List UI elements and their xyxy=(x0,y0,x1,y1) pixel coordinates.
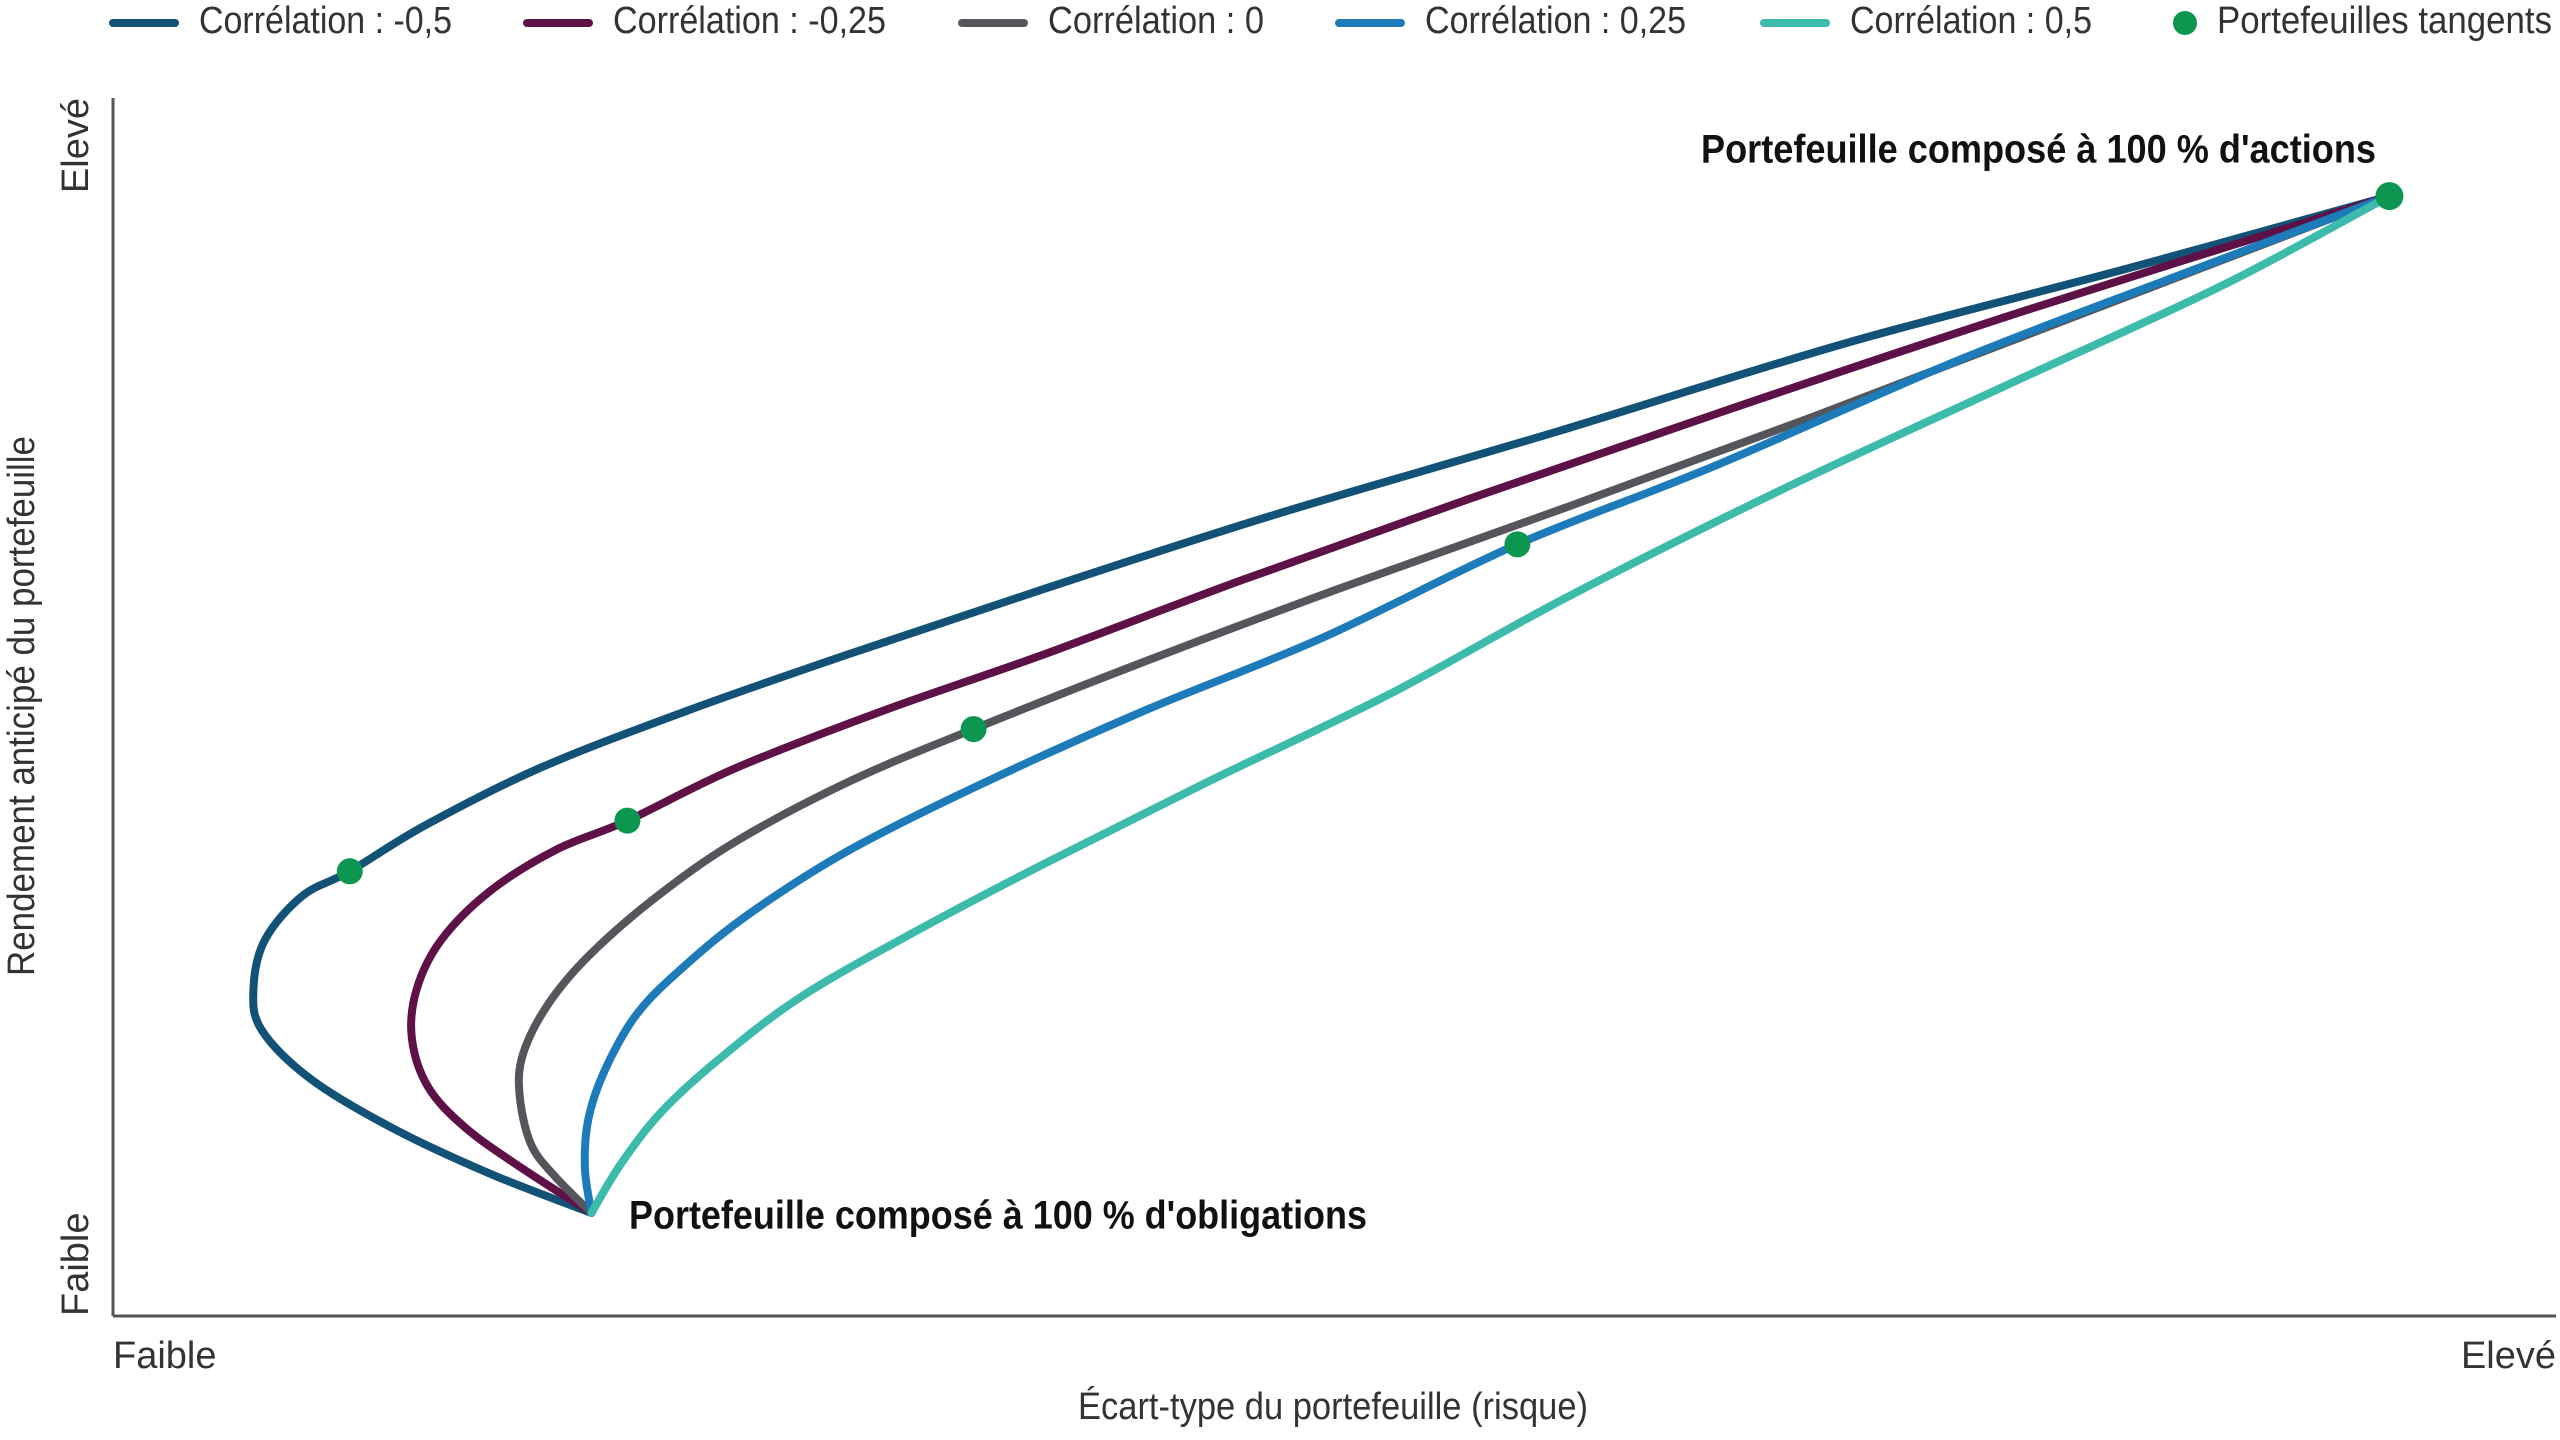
frontier-line xyxy=(514,192,2394,1217)
legend-text: Corrélation : -0,25 xyxy=(613,0,886,42)
legend-text: Corrélation : -0,5 xyxy=(199,0,452,42)
tangent-point xyxy=(2375,182,2404,211)
tangent-point xyxy=(960,716,987,743)
y-axis-title: Rendement anticipé du portefeuille xyxy=(1,436,43,976)
annotation: Portefeuille composé à 100 % d'actions xyxy=(1701,128,2376,172)
y-tick-label: Faible xyxy=(55,1213,97,1317)
tangent-point xyxy=(614,807,641,834)
legend-text: Corrélation : 0,25 xyxy=(1425,0,1686,42)
y-tick-label: Elevé xyxy=(55,98,97,193)
legend-swatch xyxy=(2173,11,2197,35)
legend-text: Corrélation : 0 xyxy=(1048,0,1264,42)
tangent-point xyxy=(1504,531,1531,558)
tangent-point xyxy=(336,858,363,885)
x-tick-label: Elevé xyxy=(2461,1335,2556,1377)
frontier-line xyxy=(249,192,2394,1217)
annotation: Portefeuille composé à 100 % d'obligatio… xyxy=(629,1194,1367,1238)
frontier-line xyxy=(407,192,2394,1217)
legend-text: Corrélation : 0,5 xyxy=(1850,0,2092,42)
x-axis-title: Écart-type du portefeuille (risque) xyxy=(1078,1385,1588,1428)
x-tick-label: Faible xyxy=(113,1335,217,1377)
legend-text: Portefeuilles tangents xyxy=(2217,0,2552,42)
frontier-line xyxy=(587,192,2394,1217)
frontier-line xyxy=(580,192,2394,1217)
